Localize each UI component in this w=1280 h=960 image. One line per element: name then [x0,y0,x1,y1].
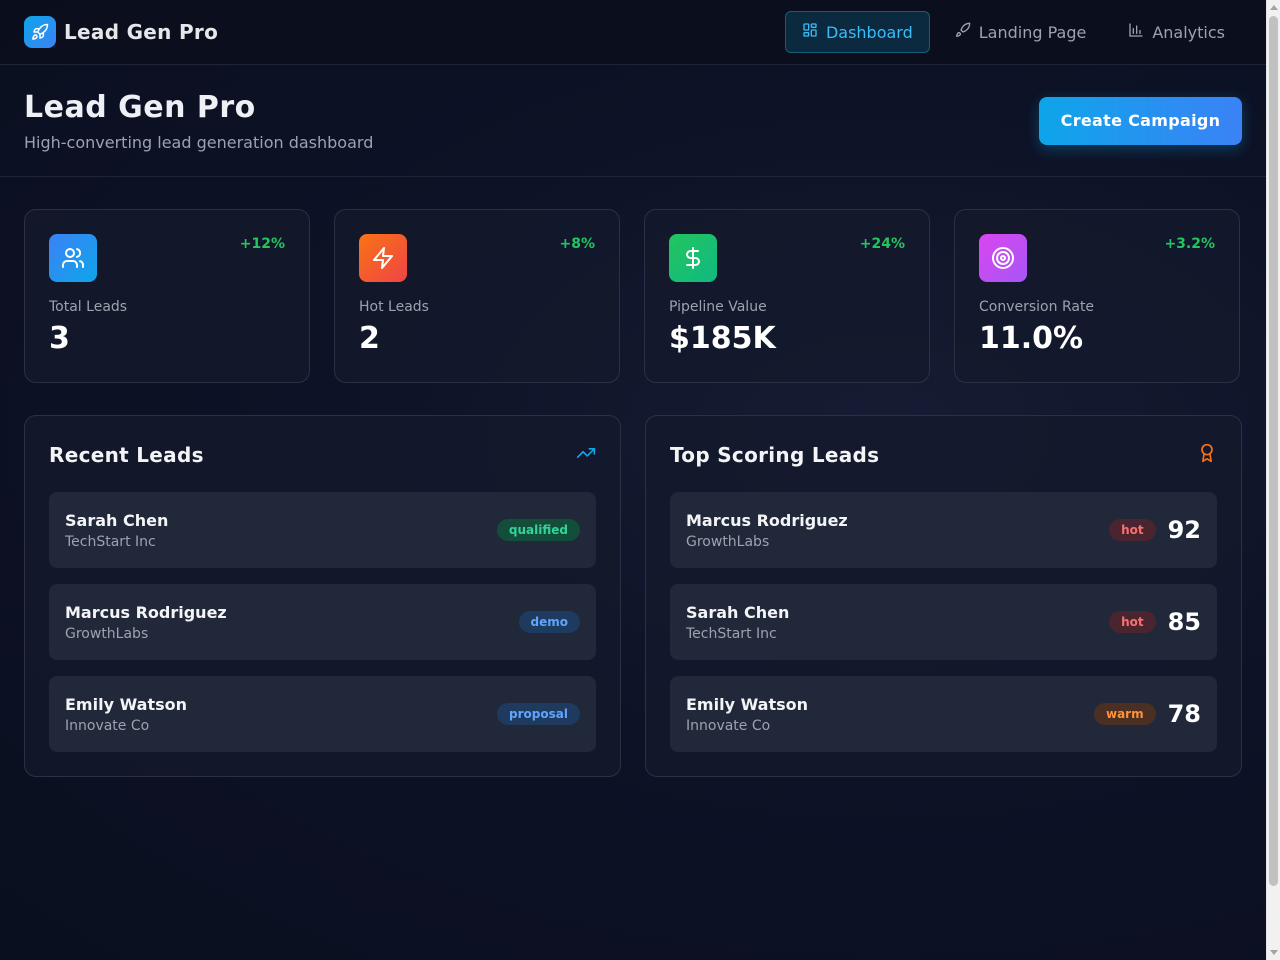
lead-company: TechStart Inc [686,625,777,642]
temperature-badge: hot [1109,519,1156,541]
lead-company: GrowthLabs [686,533,770,550]
create-campaign-button[interactable]: Create Campaign [1039,96,1242,145]
lead-info: Marcus Rodriguez GrowthLabs [65,603,227,642]
scroll-thumb[interactable] [1269,16,1278,886]
nav-dashboard-label: Dashboard [825,22,913,42]
brand-name: Lead Gen Pro [64,20,219,44]
lead-company: Innovate Co [65,717,150,734]
page-subtitle: High-converting lead generation dashboar… [24,132,374,152]
rocket-logo-icon [24,16,56,48]
stat-card-hot-leads: +8% Hot Leads 2 [334,209,620,383]
stat-label: Total Leads [49,299,128,315]
lead-info: Sarah Chen TechStart Inc [65,511,168,550]
nav-analytics[interactable]: Analytics [1111,11,1242,53]
status-badge: proposal [497,703,580,725]
lead-info: Emily Watson Innovate Co [686,695,808,734]
page-header: Lead Gen Pro High-converting lead genera… [0,65,1266,177]
stat-change: +3.2% [1164,236,1215,252]
lead-info: Emily Watson Innovate Co [65,695,187,734]
list-item[interactable]: Emily Watson Innovate Co warm 78 [670,676,1217,752]
stat-card-pipeline-value: +24% Pipeline Value $185K [644,209,930,383]
temperature-badge: warm [1093,703,1156,725]
stat-label: Pipeline Value [669,299,767,315]
lead-score-group: hot 92 [1109,516,1201,544]
target-icon [979,234,1027,282]
recent-leads-list: Sarah Chen TechStart Inc qualified Marcu… [49,492,596,752]
header-text: Lead Gen Pro High-converting lead genera… [24,90,373,152]
lead-info: Sarah Chen TechStart Inc [686,603,789,642]
stats-row: +12% Total Leads 3 +8% Hot Leads 2 +24% … [0,177,1266,383]
stat-card-total-leads: +12% Total Leads 3 [24,209,310,383]
stat-change: +12% [239,236,285,252]
panel-title: Top Scoring Leads [670,443,880,467]
stat-label: Hot Leads [359,299,429,315]
bar-chart-icon [1128,22,1144,42]
award-icon [1197,443,1217,467]
status-badge: qualified [496,519,580,541]
stat-card-conversion-rate: +3.2% Conversion Rate 11.0% [954,209,1240,383]
lead-name: Sarah Chen [65,510,169,530]
nav-dashboard[interactable]: Dashboard [784,11,930,53]
vertical-scrollbar[interactable] [1266,0,1280,960]
scroll-down-arrow-icon[interactable] [1270,950,1278,955]
brand[interactable]: Lead Gen Pro [24,16,218,48]
lead-name: Marcus Rodriguez [65,602,227,622]
lead-score-group: hot 85 [1109,608,1201,636]
list-item[interactable]: Marcus Rodriguez GrowthLabs demo [49,584,596,660]
list-item[interactable]: Sarah Chen TechStart Inc qualified [49,492,596,568]
lead-name: Marcus Rodriguez [686,510,848,530]
lead-score-group: warm 78 [1093,700,1201,728]
lead-company: GrowthLabs [65,625,149,642]
users-icon [49,234,97,282]
top-leads-list: Marcus Rodriguez GrowthLabs hot 92 Sarah… [670,492,1217,752]
lead-name: Emily Watson [65,694,187,714]
main-nav: Dashboard Landing Page Analytics [784,11,1242,53]
stat-value: 11.0% [979,321,1084,356]
lead-name: Sarah Chen [686,602,790,622]
dollar-icon [669,234,717,282]
lead-info: Marcus Rodriguez GrowthLabs [686,511,848,550]
list-item[interactable]: Emily Watson Innovate Co proposal [49,676,596,752]
stat-value: 3 [49,321,70,356]
temperature-badge: hot [1109,611,1156,633]
stat-change: +24% [859,236,905,252]
lead-company: Innovate Co [686,717,771,734]
lead-name: Emily Watson [686,694,808,714]
lead-score: 78 [1167,700,1201,728]
scroll-up-arrow-icon[interactable] [1270,5,1278,10]
lead-score: 92 [1167,516,1201,544]
dashboard-grid-icon [802,22,818,42]
lead-score: 85 [1167,608,1201,636]
recent-leads-panel: Recent Leads Sarah Chen TechStart Inc qu… [24,415,621,777]
list-item[interactable]: Sarah Chen TechStart Inc hot 85 [670,584,1217,660]
panel-header: Top Scoring Leads [670,441,1217,469]
panels-row: Recent Leads Sarah Chen TechStart Inc qu… [0,383,1266,777]
panel-title: Recent Leads [49,443,204,467]
stat-change: +8% [559,236,596,252]
top-navbar: Lead Gen Pro Dashboard [0,0,1266,65]
nav-landing-page[interactable]: Landing Page [938,11,1104,53]
top-scoring-leads-panel: Top Scoring Leads Marcus Rodriguez Growt… [645,415,1242,777]
status-badge: demo [518,611,580,633]
stat-label: Conversion Rate [979,299,1095,315]
nav-analytics-label: Analytics [1152,22,1225,42]
stat-value: 2 [359,321,380,356]
zap-icon [359,234,407,282]
nav-landing-page-label: Landing Page [978,22,1087,42]
rocket-icon [955,22,971,42]
page-title: Lead Gen Pro [24,89,256,125]
stat-value: $185K [669,321,776,356]
list-item[interactable]: Marcus Rodriguez GrowthLabs hot 92 [670,492,1217,568]
trending-up-icon [576,443,596,467]
lead-company: TechStart Inc [65,533,156,550]
panel-header: Recent Leads [49,441,596,469]
